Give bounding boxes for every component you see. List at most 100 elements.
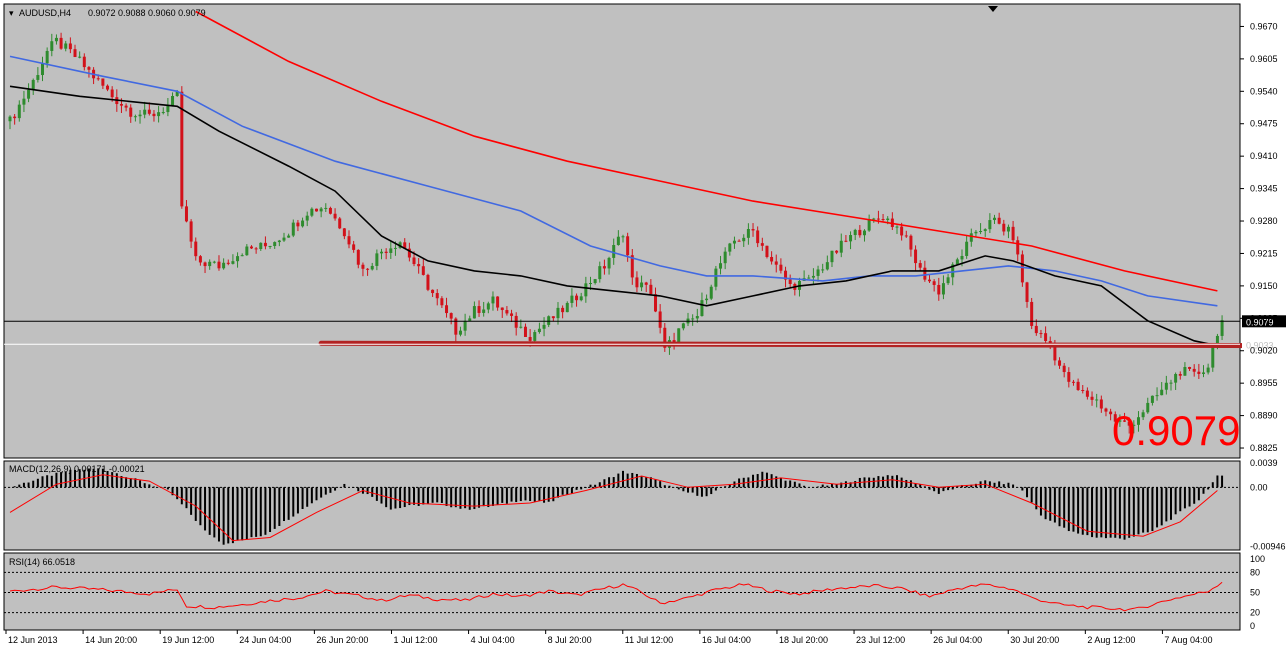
candle-body: [147, 109, 151, 114]
candle-body: [315, 208, 318, 212]
candle-body: [510, 313, 514, 316]
candle-body: [259, 242, 263, 250]
candle-body: [821, 269, 825, 271]
candle-body: [807, 277, 811, 279]
candle-body: [1016, 240, 1020, 255]
candle-body: [612, 245, 616, 258]
candle-body: [1113, 414, 1117, 422]
candle-body: [742, 237, 746, 242]
rsi-marks: [4, 571, 1240, 614]
candle-body: [1215, 335, 1219, 347]
candle-body: [965, 241, 969, 256]
candle-body: [1211, 346, 1215, 368]
candle-body: [184, 206, 188, 222]
candle-body: [681, 323, 685, 329]
candle-body: [73, 49, 77, 58]
candle-body: [333, 213, 337, 219]
candle-body: [626, 236, 630, 256]
candle-body: [194, 241, 198, 257]
price-tick-label: 0.8825: [1250, 443, 1278, 453]
candle-body: [157, 112, 161, 117]
candle-body: [189, 221, 193, 242]
candle-body: [240, 255, 244, 257]
candle-body: [1062, 365, 1066, 373]
candle-body: [417, 264, 421, 267]
time-tick-label: 26 Jul 04:00: [933, 635, 982, 645]
candle-body: [914, 249, 918, 264]
candle-body: [198, 256, 202, 263]
candle-body: [547, 316, 551, 325]
candle-body: [969, 233, 973, 242]
price-tick-label: 0.9150: [1250, 281, 1278, 291]
rsi-tick-label: 80: [1250, 567, 1260, 577]
time-tick-label: 24 Jun 04:00: [239, 635, 291, 645]
candle-body: [993, 217, 997, 221]
candle-body: [477, 306, 481, 313]
candle-body: [356, 249, 360, 265]
candle-body: [1192, 368, 1196, 372]
candle-body: [1169, 382, 1173, 384]
candle-body: [59, 37, 63, 49]
candle-body: [816, 269, 820, 276]
candle-body: [825, 262, 829, 270]
candle-body: [561, 307, 565, 313]
candle-body: [1104, 408, 1108, 412]
candle-body: [124, 105, 128, 108]
candle-body: [129, 107, 133, 117]
candle-body: [1095, 399, 1099, 401]
time-tick-label: 23 Jul 12:00: [856, 635, 905, 645]
candle-body: [858, 229, 862, 236]
candle-body: [449, 313, 453, 319]
price-tick-label: 0.9605: [1250, 54, 1278, 64]
candle-body: [468, 318, 472, 321]
candle-body: [537, 328, 541, 333]
moving-average-line: [195, 10, 1218, 292]
candle-body: [393, 247, 397, 249]
candle-body: [222, 262, 226, 269]
candle-body: [760, 243, 764, 246]
candle-body: [1090, 396, 1094, 400]
candle-body: [988, 220, 992, 230]
candle-body: [31, 79, 35, 90]
candle-body: [1053, 345, 1057, 361]
candle-body: [472, 306, 476, 319]
candle-body: [811, 275, 815, 278]
candle-body: [263, 242, 267, 247]
candle-body: [788, 279, 792, 284]
candle-body: [277, 240, 281, 243]
panels: [3, 3, 1241, 631]
candle-body: [630, 255, 634, 278]
candle-body: [1206, 367, 1210, 373]
time-tick-label: 12 Jun 2013: [8, 635, 58, 645]
candle-body: [87, 67, 91, 70]
candle-body: [607, 257, 611, 269]
candle-body: [96, 78, 100, 80]
header-arrow[interactable]: ▾: [9, 8, 14, 18]
candle-body: [82, 56, 86, 68]
candle-body: [862, 230, 866, 236]
shift-marker-icon[interactable]: [988, 6, 998, 12]
candle-body: [876, 218, 880, 220]
candle-body: [979, 231, 983, 233]
candle-body: [375, 253, 379, 266]
candle-body: [1164, 382, 1168, 390]
candle-body: [663, 327, 667, 348]
header-symbol: AUDUSD,H4: [19, 8, 71, 18]
hidden-price-tag-text: 0.9033: [1246, 340, 1274, 350]
candle-body: [1071, 381, 1075, 383]
candle-body: [389, 248, 393, 253]
candle-body: [1132, 424, 1136, 426]
candle-body: [621, 236, 625, 238]
candle-body: [352, 244, 356, 250]
candle-body: [1155, 395, 1159, 397]
candle-body: [672, 340, 676, 343]
candle-body: [110, 89, 114, 98]
candle-body: [941, 283, 945, 295]
price-panel: [3, 3, 1241, 459]
candle-body: [138, 114, 142, 117]
candle-body: [1011, 226, 1015, 241]
time-tick-label: 26 Jun 20:00: [316, 635, 368, 645]
candle-body: [695, 316, 699, 319]
header-ohlc: 0.9072 0.9088 0.9060 0.9079: [88, 8, 206, 18]
candle-body: [347, 236, 351, 245]
